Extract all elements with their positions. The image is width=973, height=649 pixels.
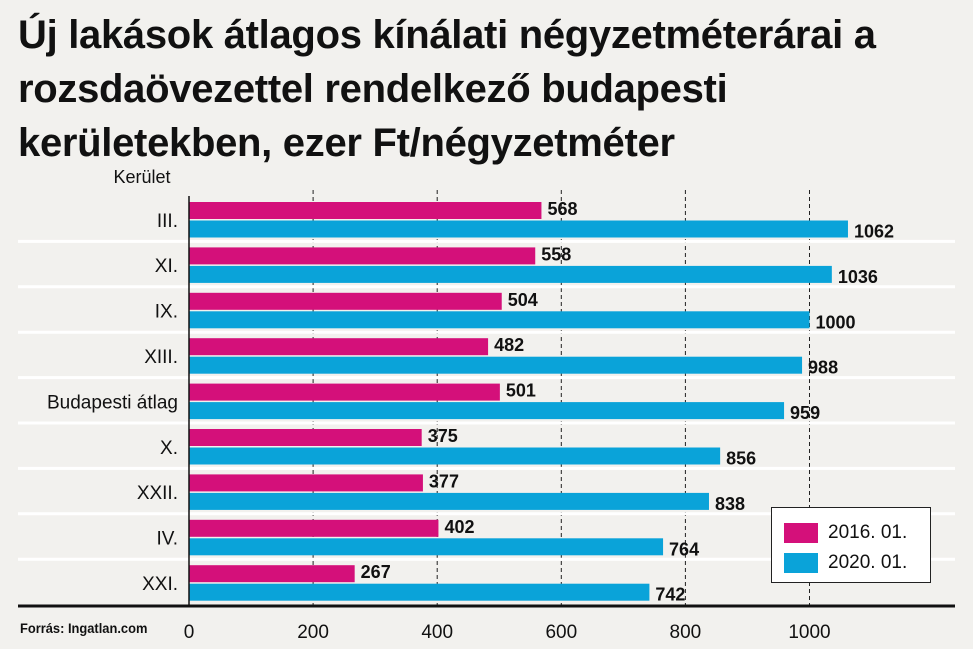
data-label: 1036 — [838, 267, 878, 287]
legend-swatch-2020 — [784, 553, 818, 573]
category-label: Budapesti átlag — [47, 392, 178, 413]
legend-swatch-2016 — [784, 523, 818, 543]
bar-2020 — [189, 402, 785, 420]
bar-2016 — [189, 383, 500, 401]
legend: 2016. 01. 2020. 01. — [771, 507, 931, 583]
data-label: 375 — [428, 426, 458, 446]
bar-2020 — [189, 356, 803, 374]
category-label: X. — [160, 438, 178, 459]
x-tick-labels: 0 200 400 600 800 1000 — [184, 622, 831, 643]
data-label: 988 — [808, 358, 838, 378]
category-label: XXII. — [137, 483, 178, 504]
bar-2016 — [189, 247, 536, 265]
bar-2020 — [189, 265, 832, 283]
category-label: III. — [157, 211, 178, 232]
category-labels: III. XI. IX. XIII. Budapesti átlag X. XXII. IV.… — [47, 211, 178, 595]
legend-label-2016: 2016. 01. — [828, 522, 908, 543]
bar-2016 — [189, 292, 502, 310]
source-note: Forrás: Ingatlan.com — [20, 620, 148, 636]
bar-2016 — [189, 429, 422, 446]
bar-2016 — [189, 202, 542, 219]
category-label: XXI. — [142, 574, 178, 595]
category-label: IX. — [155, 302, 178, 323]
x-tick-label-1000: 1000 — [788, 622, 830, 643]
data-label: 501 — [506, 381, 536, 401]
data-label: 504 — [508, 290, 538, 310]
legend-item-2020: 2020. 01. — [784, 552, 907, 574]
bar-2020 — [189, 538, 664, 556]
data-label: 1000 — [816, 312, 856, 332]
bar-2016 — [189, 474, 423, 492]
bar-2016 — [189, 565, 355, 583]
data-label: 959 — [790, 403, 820, 423]
data-labels: 568 1062 558 1036 504 1000 482 988 501 959 375 856 3… — [361, 199, 894, 605]
bar-2020 — [189, 220, 848, 238]
data-label: 742 — [655, 585, 685, 605]
data-label: 377 — [429, 471, 459, 491]
data-label: 558 — [541, 244, 571, 264]
bar-2020 — [189, 311, 810, 329]
data-label: 856 — [726, 449, 756, 469]
data-label: 482 — [494, 335, 524, 355]
data-label: 764 — [669, 539, 699, 559]
category-label: XI. — [155, 256, 178, 277]
bar-2020 — [189, 492, 709, 510]
bar-2016 — [189, 519, 439, 537]
data-label: 267 — [361, 562, 391, 582]
x-tick-label-400: 400 — [421, 622, 453, 643]
bar-2020 — [189, 447, 721, 465]
legend-item-2016: 2016. 01. — [784, 522, 907, 544]
bar-2020 — [189, 583, 650, 601]
y-axis-label: Kerület — [113, 167, 170, 187]
x-tick-label-800: 800 — [670, 622, 702, 643]
x-tick-label-0: 0 — [184, 622, 195, 643]
data-label: 838 — [715, 494, 745, 514]
chart-title: Új lakások átlagos kínálati négyzetméter… — [18, 13, 876, 165]
x-tick-label-200: 200 — [297, 622, 329, 643]
x-tick-label-600: 600 — [545, 622, 577, 643]
category-label: XIII. — [144, 347, 178, 368]
data-label: 402 — [444, 517, 474, 537]
bars — [189, 202, 848, 601]
data-label: 568 — [547, 199, 577, 219]
legend-label-2020: 2020. 01. — [828, 552, 908, 573]
bar-2016 — [189, 338, 489, 356]
category-label: IV. — [157, 529, 179, 550]
data-label: 1062 — [854, 222, 894, 242]
